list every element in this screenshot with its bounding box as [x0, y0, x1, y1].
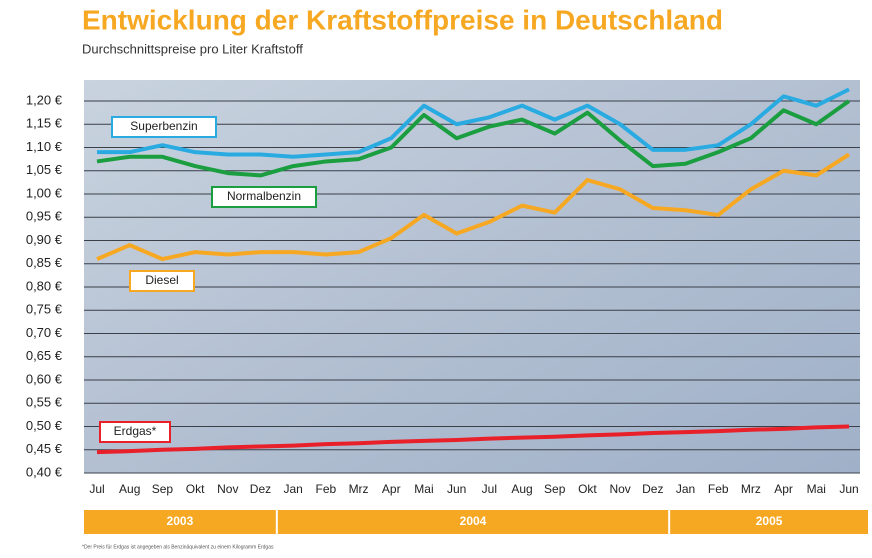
- x-tick-label: Dez: [250, 482, 271, 496]
- x-tick-label: Apr: [382, 482, 401, 496]
- x-tick-label: Mai: [807, 482, 826, 496]
- x-tick-label: Jun: [447, 482, 466, 496]
- x-tick-label: Okt: [186, 482, 205, 496]
- y-tick-label: 0,95 €: [26, 209, 63, 224]
- x-tick-label: Sep: [544, 482, 566, 496]
- x-tick-label: Mrz: [349, 482, 369, 496]
- legend-label: Normalbenzin: [227, 189, 301, 203]
- y-tick-label: 1,10 €: [26, 139, 63, 154]
- y-tick-label: 0,55 €: [26, 395, 63, 410]
- y-tick-label: 0,85 €: [26, 255, 63, 270]
- y-tick-label: 0,60 €: [26, 371, 63, 386]
- chart-title: Entwicklung der Kraftstoffpreise in Deut…: [82, 4, 723, 35]
- x-tick-label: Mrz: [741, 482, 761, 496]
- x-tick-label: Dez: [642, 482, 663, 496]
- x-tick-label: Mai: [414, 482, 433, 496]
- plot-background: [84, 80, 860, 473]
- y-tick-label: 0,70 €: [26, 325, 63, 340]
- y-tick-label: 0,65 €: [26, 348, 63, 363]
- x-tick-label: Aug: [119, 482, 140, 496]
- x-tick-label: Nov: [217, 482, 238, 496]
- y-tick-label: 0,90 €: [26, 232, 63, 247]
- legend-label: Erdgas*: [114, 424, 157, 438]
- y-tick-label: 0,75 €: [26, 302, 63, 317]
- x-tick-label: Feb: [316, 482, 337, 496]
- y-tick-label: 0,80 €: [26, 278, 63, 293]
- year-label: 2004: [460, 514, 487, 528]
- x-tick-label: Jul: [482, 482, 497, 496]
- y-tick-label: 1,15 €: [26, 116, 63, 131]
- x-tick-label: Feb: [708, 482, 729, 496]
- x-tick-label: Aug: [511, 482, 532, 496]
- year-label: 2005: [756, 514, 783, 528]
- legend-label: Diesel: [145, 273, 178, 287]
- y-tick-label: 1,20 €: [26, 92, 63, 107]
- footnote: *Der Preis für Erdgas ist angegeben als …: [82, 544, 274, 550]
- y-tick-label: 0,50 €: [26, 418, 63, 433]
- y-tick-label: 0,40 €: [26, 464, 63, 479]
- x-tick-label: Sep: [152, 482, 174, 496]
- x-tick-label: Jan: [676, 482, 695, 496]
- x-tick-label: Jun: [839, 482, 858, 496]
- y-tick-label: 1,00 €: [26, 185, 63, 200]
- x-tick-label: Apr: [774, 482, 793, 496]
- page: {"chart_data": { "type": "line", "title"…: [0, 0, 872, 558]
- x-tick-label: Jul: [89, 482, 104, 496]
- x-tick-label: Jan: [283, 482, 302, 496]
- legend-label: Superbenzin: [130, 119, 197, 133]
- chart-subtitle: Durchschnittspreise pro Liter Kraftstoff: [82, 41, 303, 56]
- y-tick-label: 0,45 €: [26, 441, 63, 456]
- x-tick-label: Nov: [609, 482, 630, 496]
- year-label: 2003: [167, 514, 194, 528]
- y-tick-label: 1,05 €: [26, 162, 63, 177]
- x-tick-label: Okt: [578, 482, 597, 496]
- chart: Entwicklung der Kraftstoffpreise in Deut…: [0, 0, 872, 553]
